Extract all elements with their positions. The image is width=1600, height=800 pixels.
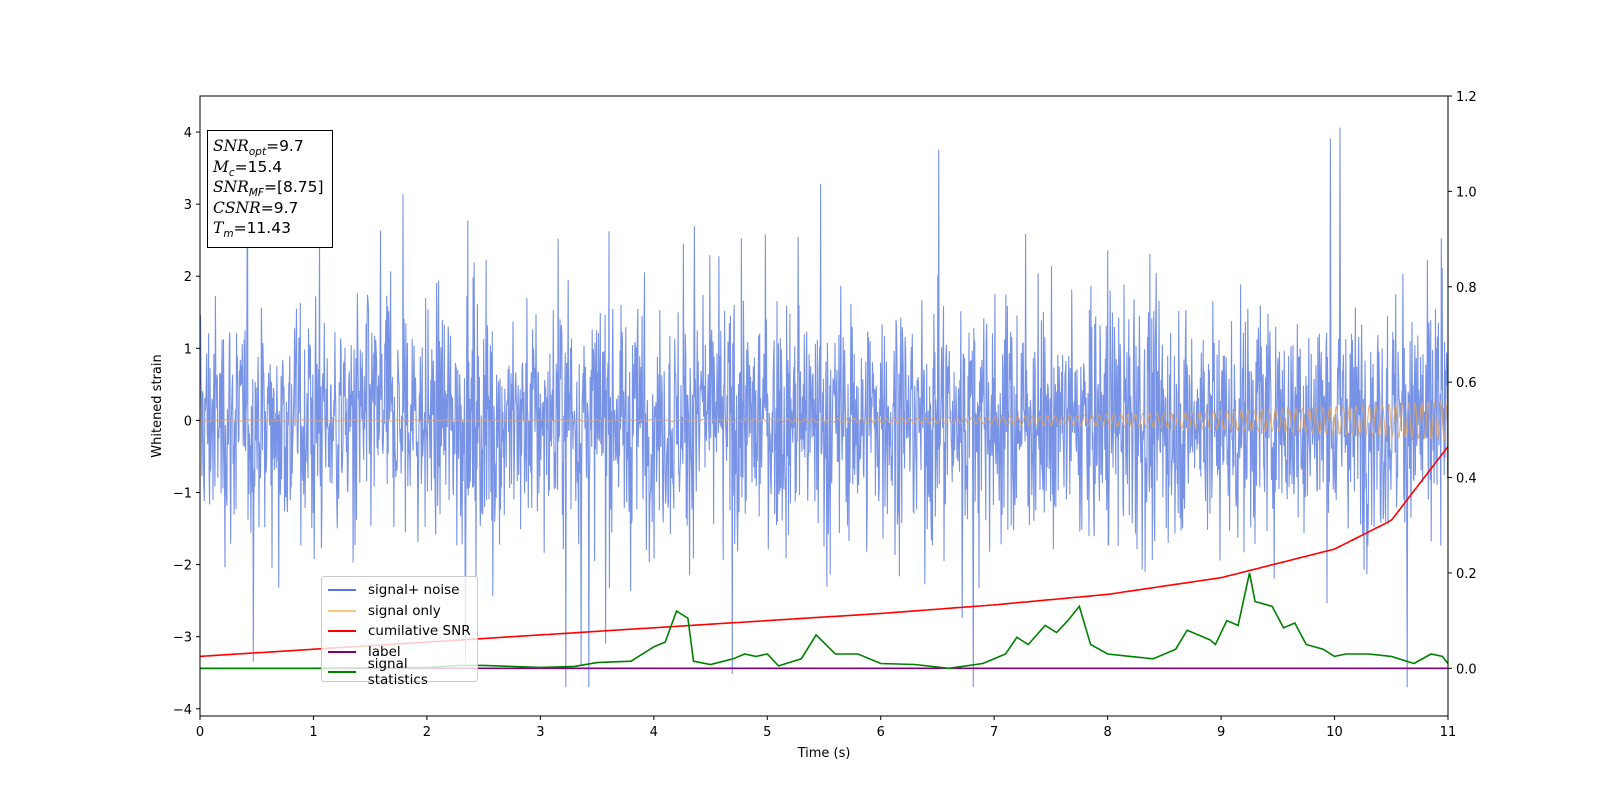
x-axis-label: Time (s) — [797, 746, 851, 761]
chirp-mass-value: =15.4 — [234, 157, 283, 176]
y-right-tick-label: 0.0 — [1456, 662, 1477, 677]
legend-label: signal only — [368, 602, 441, 619]
snr-opt-value: =9.7 — [266, 137, 304, 155]
y-left-tick-label: −2 — [173, 559, 192, 574]
series-signal-statistics-line — [200, 572, 1448, 670]
y-right-tick-label: 0.2 — [1456, 567, 1477, 582]
x-tick-label: 11 — [1440, 725, 1457, 740]
x-tick-label: 6 — [877, 725, 885, 740]
legend-swatch — [328, 650, 356, 653]
series-signal-noise-line — [200, 127, 1448, 688]
axes: 0 1 2 3 4 5 6 7 8 9 10 1143210−1−2−3−41.21.00.80.60… — [173, 90, 1477, 740]
y-right-tick-label: 0.4 — [1456, 472, 1477, 487]
x-tick-label: 3 — [536, 725, 544, 740]
plot-frame — [199, 95, 1449, 717]
legend-swatch — [328, 589, 356, 592]
y-right-tick-label: 0.8 — [1456, 281, 1477, 296]
csnr-line: CSNR=9.7 — [213, 198, 299, 217]
y-left-tick-label: 1 — [184, 342, 192, 357]
snr-mf-value: =[8.75] — [263, 178, 324, 196]
y-axis-label: Whitened strain — [150, 354, 165, 457]
x-tick-label: 1 — [309, 725, 317, 740]
legend-label: label — [368, 643, 401, 660]
snr-mf-line: SNRMF=[8.75] — [213, 178, 324, 200]
snr-opt-line: SNRopt=9.7 — [213, 137, 304, 159]
y-left-tick-label: 2 — [184, 270, 192, 285]
y-left-tick-label: −3 — [173, 631, 192, 646]
tm-line: Tm=11.43 — [213, 219, 291, 241]
legend-swatch — [328, 630, 356, 633]
y-left-tick-label: −1 — [173, 487, 192, 502]
legend-item-cumulative-snr: cumilative SNR — [328, 621, 471, 642]
y-left-tick-label: −4 — [173, 703, 192, 718]
x-tick-label: 4 — [650, 725, 658, 740]
y-right-tick-label: 1.0 — [1456, 185, 1477, 200]
parameter-annotation-box: SNRopt=9.7 Mc=15.4 SNRMF=[8.75] CSNR=9.7… — [207, 130, 333, 248]
x-tick-label: 2 — [423, 725, 431, 740]
legend-item-signal-statistics: signal statistics — [328, 656, 471, 688]
csnr-value: =9.7 — [260, 198, 299, 217]
x-tick-label: 7 — [990, 725, 998, 740]
legend: signal+ noise signal only cumilative SNR… — [321, 576, 478, 688]
x-tick-label: 8 — [1103, 725, 1111, 740]
x-tick-label: 9 — [1217, 725, 1225, 740]
legend-label: signal statistics — [367, 656, 428, 689]
x-tick-label: 0 — [196, 725, 204, 740]
tm-value: =11.43 — [233, 219, 291, 237]
x-tick-label: 10 — [1326, 725, 1343, 740]
y-left-tick-label: 3 — [184, 198, 192, 213]
y-right-tick-label: 1.2 — [1456, 90, 1477, 105]
legend-label: cumilative SNR — [368, 623, 471, 640]
y-left-tick-label: 4 — [184, 126, 192, 141]
x-tick-label: 5 — [763, 725, 771, 740]
y-left-tick-label: 0 — [184, 414, 192, 429]
y-right-tick-label: 0.6 — [1456, 376, 1477, 391]
legend-label: signal+ noise — [368, 582, 460, 599]
series-signal-only-line — [200, 399, 1448, 442]
legend-item-signal-noise: signal+ noise — [328, 580, 471, 601]
legend-swatch — [328, 609, 356, 612]
legend-item-label: label — [328, 642, 471, 663]
legend-swatch — [328, 671, 356, 674]
chirp-mass-line: Mc=15.4 — [213, 157, 283, 179]
legend-item-signal-only: signal only — [328, 601, 471, 622]
